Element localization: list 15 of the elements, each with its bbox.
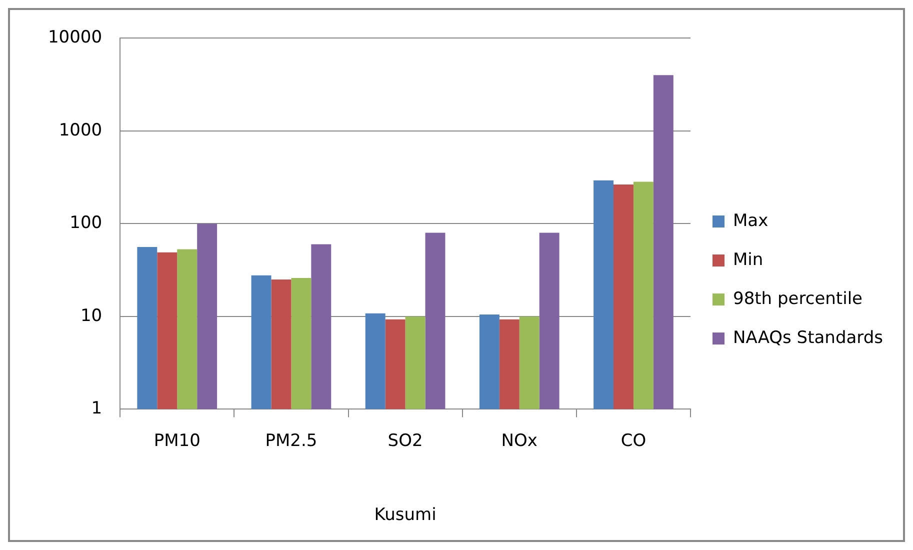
y-tick-label: 10	[80, 306, 102, 326]
x-tick-label: NOx	[501, 430, 538, 451]
legend-label: Max	[733, 210, 768, 231]
x-axis-title: Kusumi	[374, 505, 436, 526]
legend-label: NAAQs Standards	[733, 328, 884, 348]
y-tick-label: 10000	[48, 28, 102, 48]
x-tick-label: PM10	[154, 430, 200, 451]
x-tick-label: PM2.5	[265, 430, 318, 451]
y-tick-label: 1	[91, 398, 102, 419]
x-tick-label: CO	[620, 430, 646, 451]
y-tick-label: 1000	[58, 120, 102, 140]
x-tick-label: SO2	[388, 430, 423, 451]
legend-label: 98th percentile	[733, 288, 863, 309]
legend-label: Min	[733, 250, 764, 270]
y-tick-label: 100	[70, 213, 102, 234]
